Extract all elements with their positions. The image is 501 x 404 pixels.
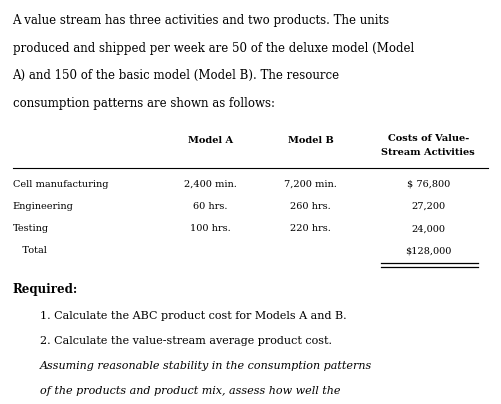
Text: Total: Total: [13, 246, 47, 255]
Text: Engineering: Engineering: [13, 202, 74, 211]
Text: $128,000: $128,000: [405, 246, 451, 255]
Text: 2. Calculate the value-stream average product cost.: 2. Calculate the value-stream average pr…: [40, 336, 332, 346]
Text: produced and shipped per week are 50 of the deluxe model (Model: produced and shipped per week are 50 of …: [13, 42, 414, 55]
Text: 27,200: 27,200: [411, 202, 445, 211]
Text: Model A: Model A: [188, 137, 233, 145]
Text: Required:: Required:: [13, 283, 78, 296]
Text: $ 76,800: $ 76,800: [407, 180, 450, 189]
Text: Cell manufacturing: Cell manufacturing: [13, 180, 108, 189]
Text: 24,000: 24,000: [411, 224, 445, 233]
Text: 260 hrs.: 260 hrs.: [290, 202, 331, 211]
Text: A value stream has three activities and two products. The units: A value stream has three activities and …: [13, 14, 390, 27]
Text: 7,200 min.: 7,200 min.: [284, 180, 337, 189]
Text: consumption patterns are shown as follows:: consumption patterns are shown as follow…: [13, 97, 275, 109]
Text: Stream Activities: Stream Activities: [381, 148, 475, 157]
Text: Assuming reasonable stability in the consumption patterns: Assuming reasonable stability in the con…: [40, 361, 372, 371]
Text: of the products and product mix, assess how well the: of the products and product mix, assess …: [40, 386, 341, 396]
Text: 60 hrs.: 60 hrs.: [193, 202, 227, 211]
Text: 1. Calculate the ABC product cost for Models A and B.: 1. Calculate the ABC product cost for Mo…: [40, 311, 347, 321]
Text: 100 hrs.: 100 hrs.: [190, 224, 231, 233]
Text: Costs of Value-: Costs of Value-: [388, 135, 469, 143]
Text: 2,400 min.: 2,400 min.: [184, 180, 237, 189]
Text: Model B: Model B: [288, 137, 334, 145]
Text: Testing: Testing: [13, 224, 49, 233]
Text: A) and 150 of the basic model (Model B). The resource: A) and 150 of the basic model (Model B).…: [13, 69, 340, 82]
Text: 220 hrs.: 220 hrs.: [290, 224, 331, 233]
